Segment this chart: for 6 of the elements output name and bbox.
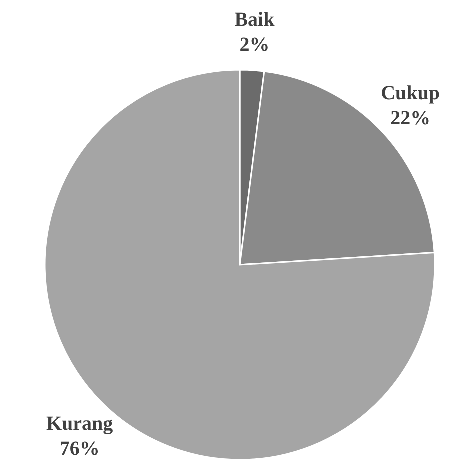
data-label: 22% bbox=[390, 107, 431, 130]
slice-label: Kurang bbox=[46, 413, 114, 436]
slice-label: Cukup bbox=[381, 82, 440, 104]
slice-label: Baik bbox=[234, 8, 276, 31]
data-label: 2% bbox=[240, 34, 270, 56]
data-label: 76% bbox=[60, 438, 100, 460]
